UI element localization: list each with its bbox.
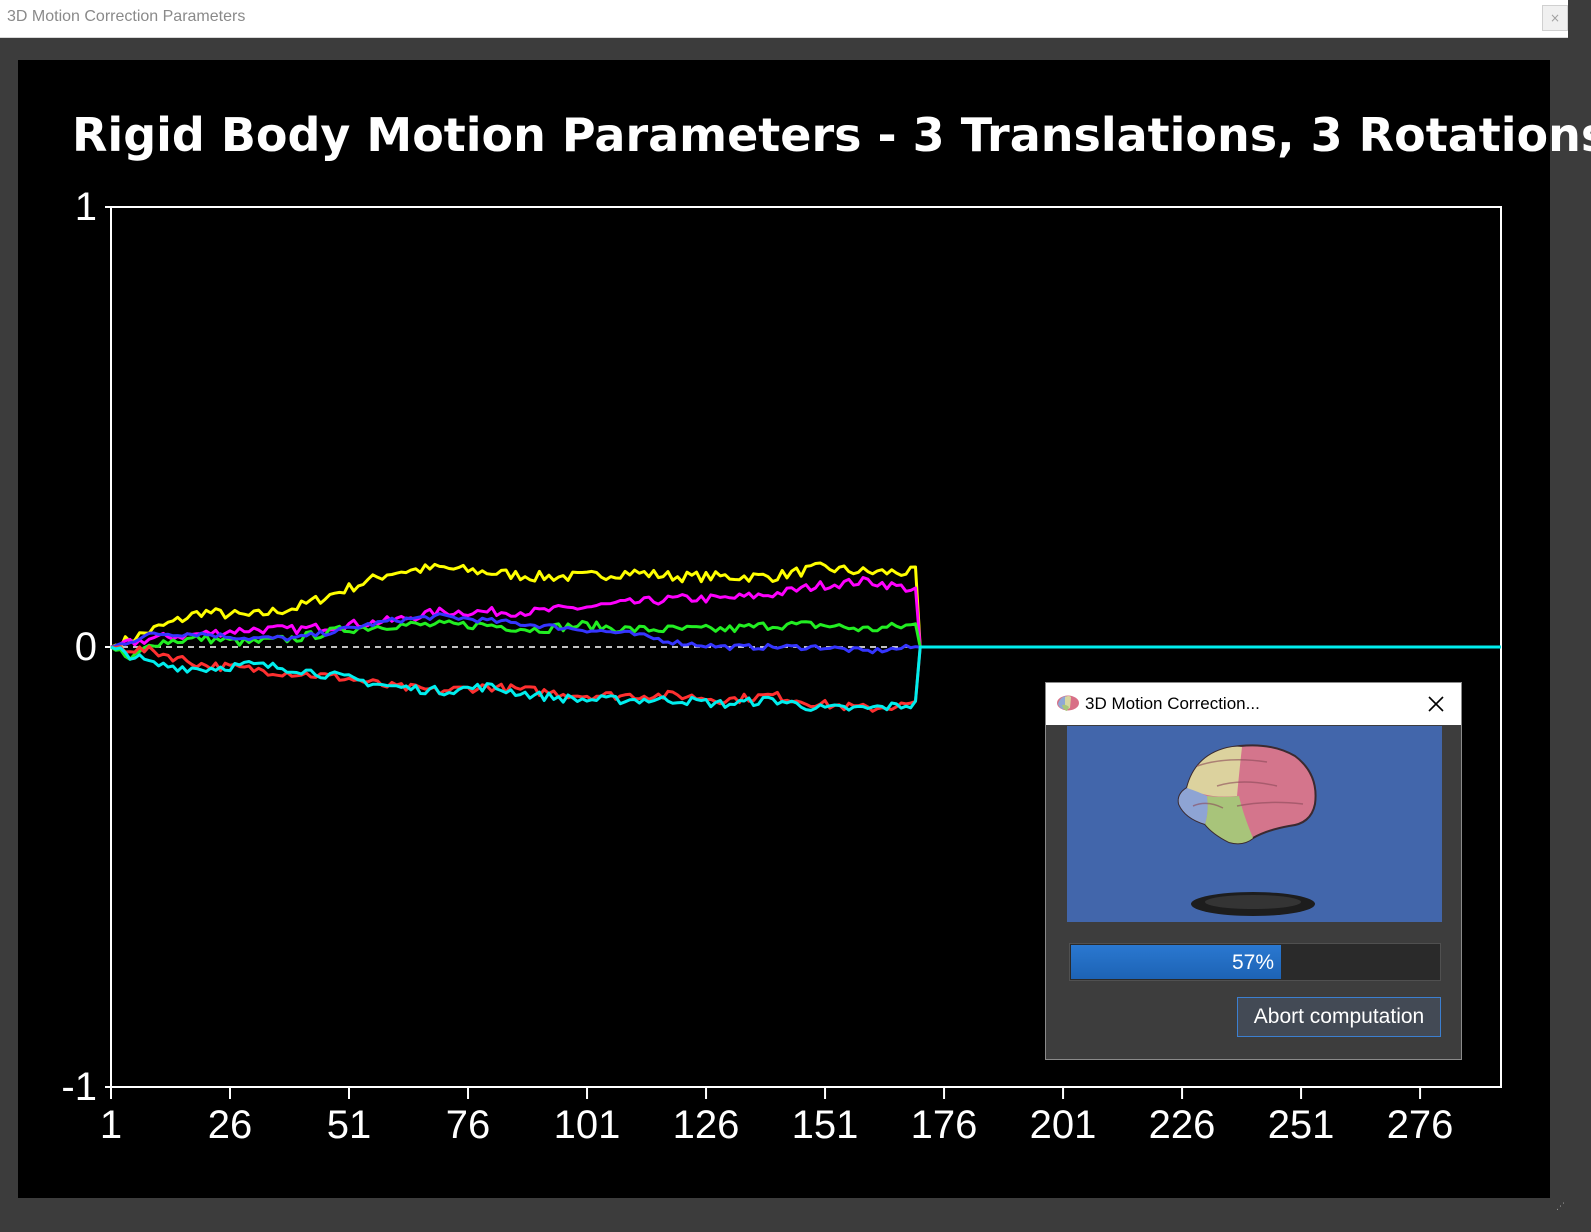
series-line-1 — [110, 561, 1501, 650]
x-tick-label: 1 — [99, 1103, 123, 1147]
progress-dialog: 3D Motion Correction... 57% — [1045, 682, 1462, 1060]
x-tick-label: 126 — [672, 1103, 740, 1147]
progress-fill — [1071, 945, 1281, 979]
x-tick-label: 176 — [910, 1103, 978, 1147]
x-tick-label: 26 — [207, 1103, 253, 1147]
series-line-6 — [110, 645, 1501, 712]
chart-title: Rigid Body Motion Parameters - 3 Transla… — [72, 108, 1591, 162]
motion-chart — [105, 206, 1502, 1099]
x-tick-label: 226 — [1148, 1103, 1216, 1147]
x-tick-label: 251 — [1267, 1103, 1335, 1147]
brain-mesh-preview — [1067, 726, 1442, 922]
y-tick-label: -1 — [61, 1065, 97, 1109]
resize-grip[interactable]: ⋰ — [1556, 1202, 1565, 1212]
series-line-4 — [110, 612, 1501, 655]
series-line-3 — [110, 619, 1501, 661]
y-tick-label: 0 — [74, 625, 97, 669]
y-tick-label: 1 — [74, 185, 97, 229]
x-tick-label: 76 — [445, 1103, 491, 1147]
x-tick-label: 201 — [1029, 1103, 1097, 1147]
x-tick-label: 101 — [553, 1103, 621, 1147]
progress-bar: 57% — [1069, 943, 1441, 981]
brain-render-icon — [1177, 744, 1317, 916]
window-title: 3D Motion Correction Parameters — [7, 8, 246, 25]
x-tick-label: 276 — [1386, 1103, 1454, 1147]
progress-label: 57% — [1231, 951, 1274, 974]
x-tick-label: 151 — [791, 1103, 859, 1147]
abort-button[interactable]: Abort computation — [1237, 997, 1441, 1037]
close-icon[interactable] — [1423, 691, 1449, 717]
window-close-button[interactable]: × — [1542, 5, 1568, 31]
series-line-2 — [110, 576, 1501, 649]
dialog-title: 3D Motion Correction... — [1085, 694, 1260, 713]
brain-icon — [1057, 695, 1079, 711]
window-titlebar: 3D Motion Correction Parameters × — [0, 0, 1568, 38]
x-tick-label: 51 — [326, 1103, 372, 1147]
dialog-header: 3D Motion Correction... — [1046, 683, 1461, 725]
